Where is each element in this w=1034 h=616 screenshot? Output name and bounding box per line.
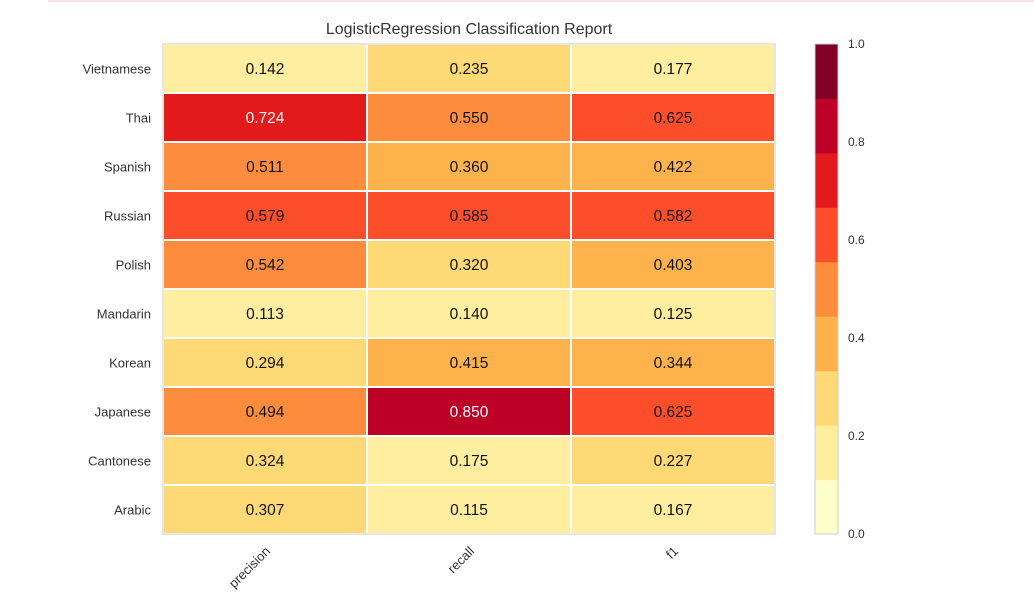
cell-value-label: 0.550: [450, 110, 489, 127]
colorbar-tick-label: 0.4: [848, 331, 865, 345]
cell-value-label: 0.320: [450, 257, 489, 274]
column-label-precision: precision: [226, 544, 273, 591]
cell-value-label: 0.579: [246, 208, 285, 225]
cell-value-label: 0.850: [450, 404, 489, 421]
row-label-thai: Thai: [126, 111, 151, 126]
cell-korean-recall: [366, 337, 572, 388]
column-label-recall: recall: [445, 543, 478, 576]
row-label-spanish: Spanish: [104, 160, 151, 175]
cell-mandarin-recall: [366, 288, 572, 339]
cell-value-label: 0.511: [246, 159, 284, 176]
colorbar-segment: [815, 44, 838, 99]
cell-vietnamese-recall: [366, 43, 572, 94]
column-label-f1: f1: [663, 544, 681, 562]
cell-value-label: 0.360: [450, 159, 489, 176]
row-label-japanese: Japanese: [95, 405, 151, 420]
cell-value-label: 0.494: [246, 404, 285, 421]
row-label-mandarin: Mandarin: [97, 307, 151, 322]
heatmap-frame: [162, 43, 776, 535]
cell-korean-precision: [162, 337, 368, 388]
row-label-arabic: Arabic: [114, 503, 151, 518]
cell-korean-f1: [570, 337, 776, 388]
cell-russian-recall: [366, 190, 572, 241]
cell-russian-precision: [162, 190, 368, 241]
colorbar-tick-label: 0.0: [848, 527, 865, 541]
colorbar-segment: [815, 261, 838, 317]
cell-value-label: 0.307: [246, 502, 285, 519]
chart-title: LogisticRegression Classification Report: [326, 21, 613, 38]
row-label-korean: Korean: [109, 356, 151, 371]
cell-arabic-f1: [570, 484, 776, 535]
cell-value-label: 0.344: [654, 355, 693, 372]
colorbar-tick-label: 1.0: [848, 37, 865, 51]
colorbar-segment: [815, 479, 838, 535]
colorbar-segment: [815, 207, 838, 263]
colorbar-frame: [814, 43, 839, 535]
cell-arabic-precision: [162, 484, 368, 535]
cell-value-label: 0.142: [246, 61, 285, 78]
cell-value-label: 0.294: [246, 355, 285, 372]
cell-value-label: 0.140: [450, 306, 489, 323]
cell-value-label: 0.625: [654, 110, 693, 127]
row-label-vietnamese: Vietnamese: [83, 62, 151, 77]
cell-cantonese-f1: [570, 435, 776, 486]
colorbar-segment: [815, 316, 838, 372]
cell-spanish-f1: [570, 141, 776, 192]
cell-value-label: 0.324: [246, 453, 285, 470]
cell-value-label: 0.227: [654, 453, 693, 470]
row-label-cantonese: Cantonese: [88, 454, 151, 469]
cell-polish-f1: [570, 239, 776, 290]
row-label-polish: Polish: [116, 258, 151, 273]
row-label-russian: Russian: [104, 209, 151, 224]
cell-value-label: 0.115: [450, 502, 488, 519]
cell-value-label: 0.582: [654, 208, 693, 225]
cell-value-label: 0.235: [450, 61, 489, 78]
colorbar-tick-label: 0.2: [848, 429, 865, 443]
cell-cantonese-recall: [366, 435, 572, 486]
colorbar-tick-label: 0.6: [848, 233, 865, 247]
cell-japanese-recall: [366, 386, 572, 437]
cell-value-label: 0.403: [654, 257, 693, 274]
top-divider: [48, 0, 1034, 2]
cell-value-label: 0.177: [654, 61, 693, 78]
cell-value-label: 0.724: [246, 110, 285, 127]
cell-value-label: 0.175: [450, 453, 489, 470]
cell-value-label: 0.415: [450, 355, 489, 372]
colorbar-segment: [815, 425, 838, 481]
cell-value-label: 0.542: [246, 257, 285, 274]
colorbar-tick-label: 0.8: [848, 135, 865, 149]
cell-mandarin-f1: [570, 288, 776, 339]
cell-value-label: 0.167: [654, 502, 693, 519]
cell-value-label: 0.625: [654, 404, 693, 421]
colorbar-segment: [815, 152, 838, 208]
cell-japanese-f1: [570, 386, 776, 437]
cell-polish-precision: [162, 239, 368, 290]
cell-arabic-recall: [366, 484, 572, 535]
colorbar-segment: [815, 370, 838, 426]
cell-value-label: 0.113: [246, 306, 284, 323]
cell-value-label: 0.422: [654, 159, 693, 176]
colorbar-segment: [815, 98, 838, 154]
cell-value-label: 0.585: [450, 208, 489, 225]
cell-value-label: 0.125: [654, 306, 693, 323]
